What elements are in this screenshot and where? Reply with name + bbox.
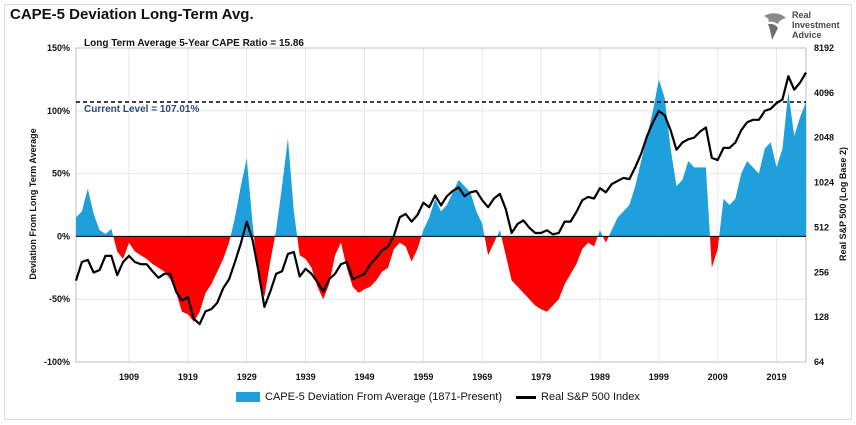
x-tick-label-1989: 1989	[590, 372, 610, 382]
x-tick-label-2009: 2009	[708, 372, 728, 382]
right-axis-label: Real S&P 500 (Log Base 2)	[838, 147, 848, 261]
legend-label-deviation: CAPE-5 Deviation From Average (1871-Pres…	[265, 391, 503, 403]
legend-item-deviation: CAPE-5 Deviation From Average (1871-Pres…	[236, 391, 502, 403]
brand-line-2: Investment	[792, 20, 840, 30]
right-tick-label-64: 64	[814, 357, 824, 367]
long-term-average-annotation: Long Term Average 5-Year CAPE Ratio = 15…	[84, 38, 304, 49]
brand-name: Real Investment Advice	[792, 10, 840, 40]
x-tick-label-1979: 1979	[531, 372, 551, 382]
x-tick-label-1969: 1969	[472, 372, 492, 382]
legend: CAPE-5 Deviation From Average (1871-Pres…	[236, 391, 654, 403]
left-tick-label-50: 50%	[52, 169, 70, 179]
sp500-line-path	[74, 72, 807, 326]
current-level-annotation: Current Level = 107.01%	[84, 104, 199, 115]
right-tick-label-1024: 1024	[814, 178, 834, 188]
deviation-areas	[76, 79, 806, 322]
left-tick-label-0: 0%	[57, 231, 70, 241]
right-tick-label-256: 256	[814, 267, 829, 277]
right-tick-label-512: 512	[814, 222, 829, 232]
left-tick-label--100: -100%	[44, 357, 70, 367]
tick-labels: 1909 1919 1929 1939 1949 1959 1969 1979 1989 1999…	[44, 43, 834, 382]
legend-swatch-sp500	[516, 395, 537, 399]
right-tick-label-2048: 2048	[814, 133, 834, 143]
x-tick-label-1929: 1929	[237, 372, 257, 382]
x-tick-label-1999: 1999	[649, 372, 669, 382]
right-tick-label-4096: 4096	[814, 88, 834, 98]
legend-swatch-deviation	[236, 392, 260, 402]
deviation-area-positive	[76, 79, 806, 237]
x-tick-label-1909: 1909	[119, 372, 139, 382]
left-axis-label: Deviation From Long Term Average	[28, 128, 38, 279]
left-tick-label-100: 100%	[47, 106, 70, 116]
right-tick-label-8192: 8192	[814, 43, 834, 53]
chart-title: CAPE-5 Deviation Long-Term Avg.	[10, 6, 254, 23]
x-tick-label-1949: 1949	[354, 372, 374, 382]
legend-item-sp500: Real S&P 500 Index	[516, 391, 640, 403]
sp500-line	[74, 72, 807, 326]
legend-label-sp500: Real S&P 500 Index	[541, 391, 640, 403]
chart-frame	[4, 4, 852, 420]
deviation-area-negative	[76, 236, 806, 322]
x-tick-label-1939: 1939	[296, 372, 316, 382]
left-tick-label-150: 150%	[47, 43, 70, 53]
x-tick-label-2019: 2019	[767, 372, 787, 382]
brand-line-1: Real	[792, 10, 812, 20]
brand-line-3: Advice	[792, 30, 822, 40]
right-tick-label-128: 128	[814, 312, 829, 322]
left-tick-label--50: -50%	[49, 294, 70, 304]
x-tick-label-1959: 1959	[413, 372, 433, 382]
x-tick-label-1919: 1919	[178, 372, 198, 382]
eagle-head-icon	[764, 13, 786, 40]
